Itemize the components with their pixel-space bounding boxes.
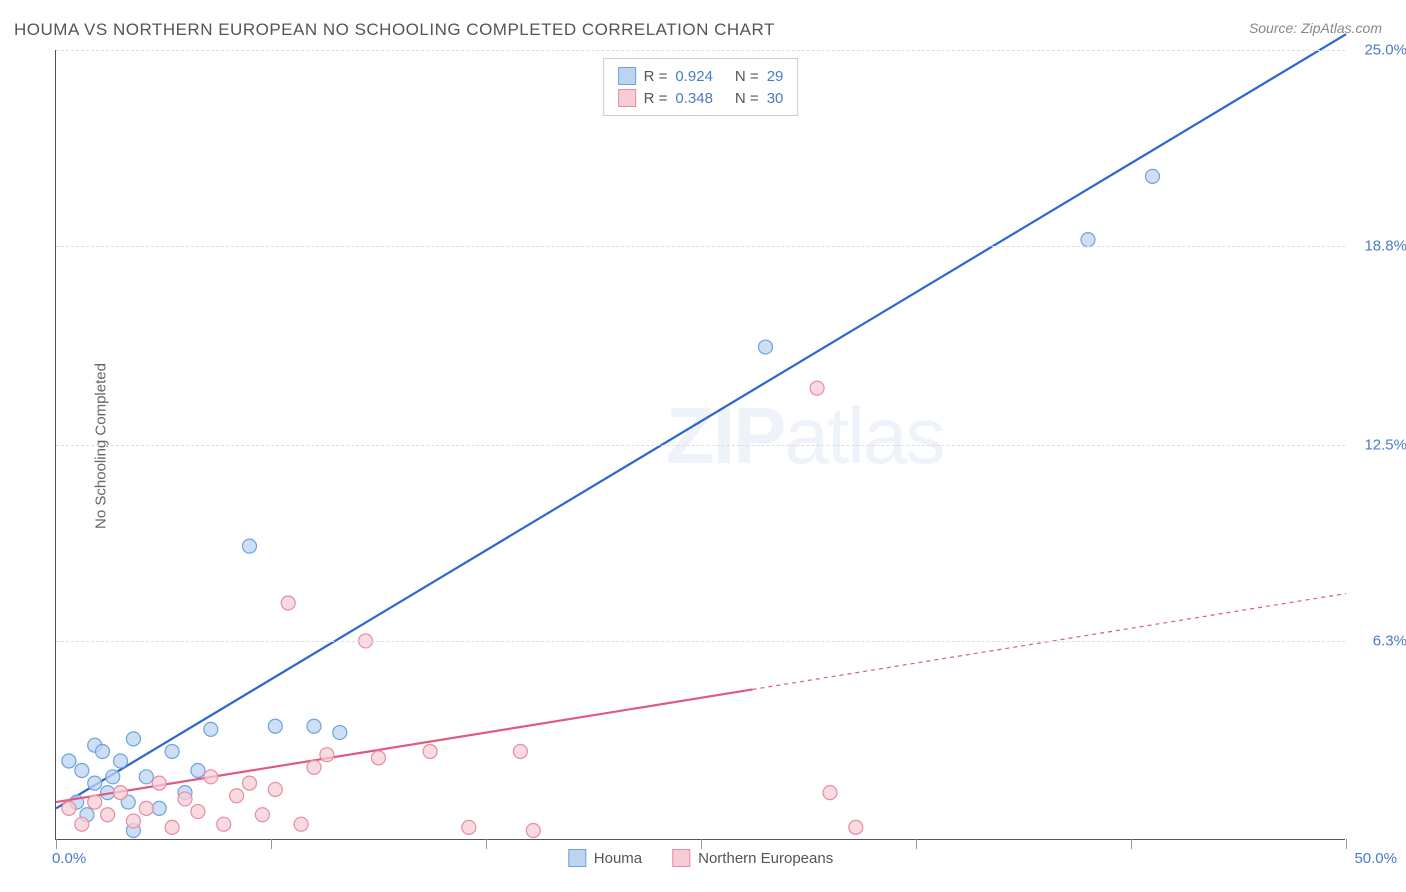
chart-title: HOUMA VS NORTHERN EUROPEAN NO SCHOOLING … (14, 20, 775, 40)
x-tick-label: 0.0% (52, 850, 86, 867)
legend-label-northern: Northern Europeans (698, 850, 833, 867)
legend: Houma Northern Europeans (568, 849, 833, 867)
source-credit: Source: ZipAtlas.com (1249, 20, 1382, 36)
y-tick-label: 12.5% (1364, 437, 1406, 454)
legend-item-houma: Houma (568, 849, 642, 867)
legend-label-houma: Houma (594, 850, 642, 867)
legend-item-northern: Northern Europeans (672, 849, 833, 867)
legend-swatch-northern (672, 849, 690, 867)
y-tick-label: 18.8% (1364, 237, 1406, 254)
plot-area: ZIPatlas R = 0.924 N = 29 R = 0.348 N = … (55, 50, 1345, 840)
legend-swatch-houma (568, 849, 586, 867)
y-tick-label: 6.3% (1373, 632, 1406, 649)
x-tick-label: 50.0% (1354, 850, 1397, 867)
y-tick-label: 25.0% (1364, 42, 1406, 59)
